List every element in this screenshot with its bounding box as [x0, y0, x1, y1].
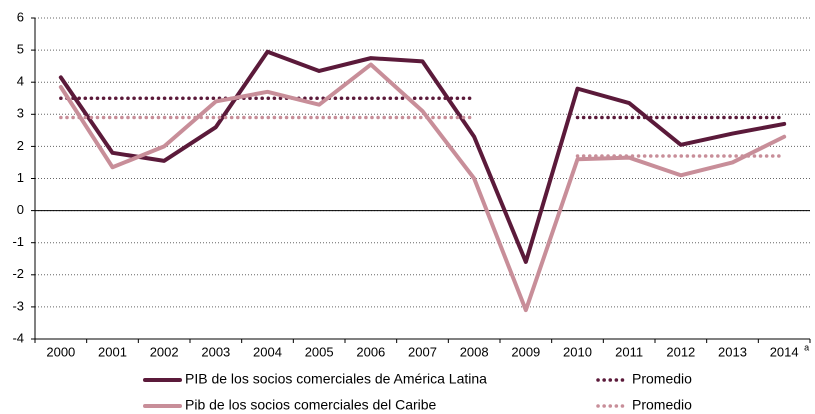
x-tick-label: 2000: [46, 344, 75, 359]
x-tick-label: 2009: [511, 344, 540, 359]
y-tick-label: 3: [17, 106, 24, 121]
y-tick-label: -3: [12, 298, 24, 313]
average-line: [59, 115, 786, 158]
x-tick-label: 2008: [460, 344, 489, 359]
y-tick-label: 6: [17, 9, 24, 24]
average-line: [59, 96, 786, 120]
y-tick-label: -1: [12, 234, 24, 249]
legend-label: Promedio: [632, 397, 692, 413]
legend-label: Promedio: [632, 371, 692, 387]
x-tick-label: 2012: [666, 344, 695, 359]
x-tick-label: 2005: [305, 344, 334, 359]
series-line: [58, 49, 787, 264]
series-line: [58, 62, 787, 313]
x-tick-note: a: [804, 342, 809, 352]
x-tick-label: 2001: [98, 344, 127, 359]
y-tick-label: 5: [17, 42, 24, 57]
x-tick-label: 2002: [150, 344, 179, 359]
x-tick-label: 2010: [563, 344, 592, 359]
y-tick-label: 2: [17, 138, 24, 153]
x-tick-label: 2003: [201, 344, 230, 359]
y-tick-label: -4: [12, 330, 24, 345]
x-tick-label: 2007: [408, 344, 437, 359]
x-tick-label: 2004: [253, 344, 282, 359]
y-tick-label: 0: [17, 202, 24, 217]
x-tick-label: 2006: [356, 344, 385, 359]
y-tick-label: -2: [12, 266, 24, 281]
legend-label: PIB de los socios comerciales de América…: [185, 371, 487, 387]
y-tick-label: 4: [17, 74, 24, 89]
x-tick-label: 2013: [718, 344, 747, 359]
legend-label: Pib de los socios comerciales del Caribe: [185, 397, 437, 413]
x-tick-label: 2011: [615, 344, 643, 359]
x-tick-label: 2014: [770, 344, 799, 359]
y-tick-label: 1: [17, 170, 24, 185]
